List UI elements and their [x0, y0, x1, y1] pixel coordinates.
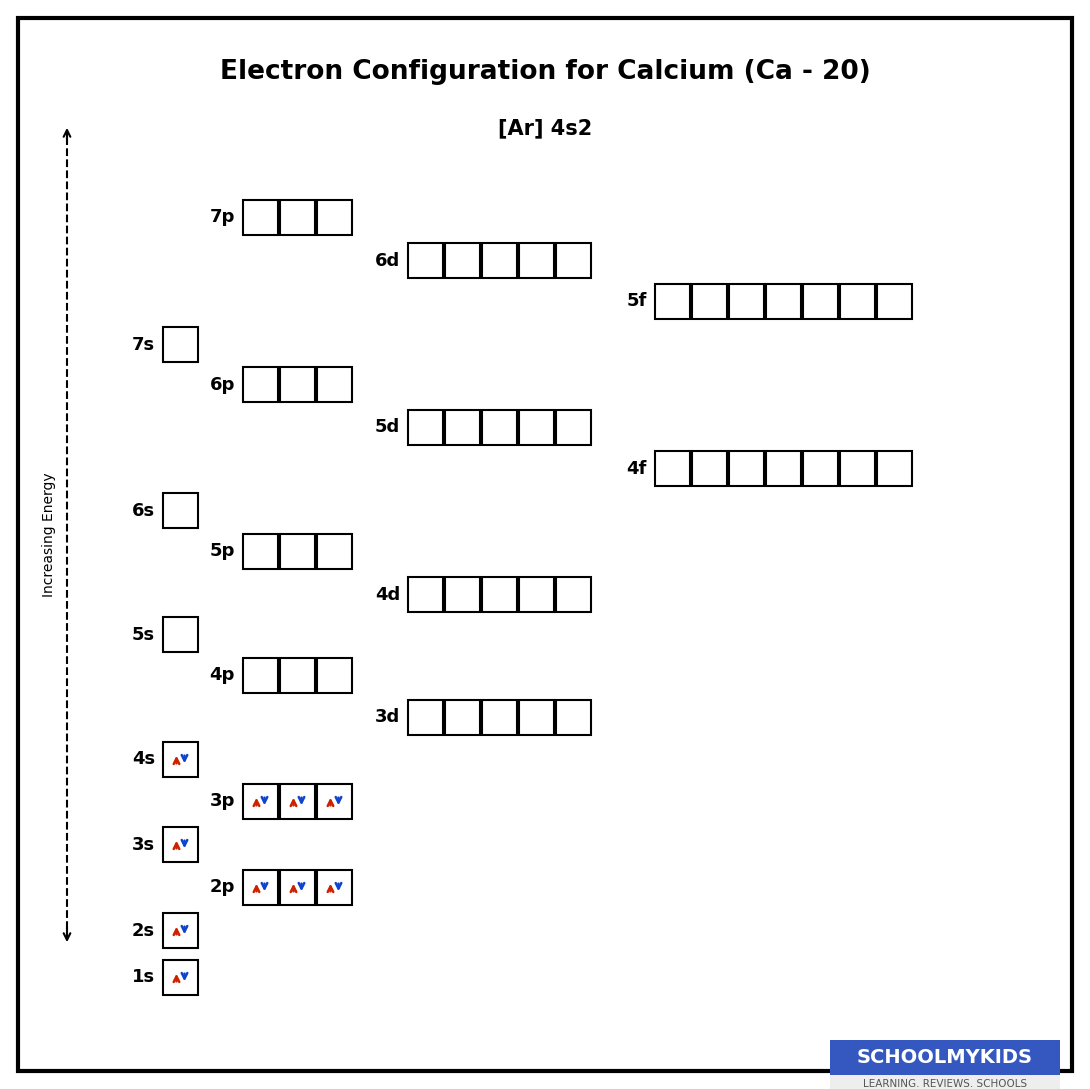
Bar — [655, 451, 690, 486]
Bar — [766, 451, 801, 486]
Text: SCHOOLMYKIDS: SCHOOLMYKIDS — [857, 1048, 1033, 1067]
Text: [Ar] 4s2: [Ar] 4s2 — [498, 118, 592, 138]
Bar — [317, 658, 352, 693]
Bar — [840, 284, 875, 319]
Text: 1s: 1s — [132, 968, 155, 987]
Bar — [280, 870, 315, 905]
Bar — [877, 284, 912, 319]
Bar — [729, 284, 764, 319]
Bar — [840, 451, 875, 486]
Bar — [408, 577, 443, 612]
Bar — [482, 409, 517, 445]
Bar — [803, 284, 838, 319]
Bar — [482, 243, 517, 278]
Bar — [164, 493, 198, 528]
Text: 7s: 7s — [132, 335, 155, 354]
Text: 6s: 6s — [132, 502, 155, 519]
Bar — [243, 784, 278, 819]
Text: 6p: 6p — [209, 376, 235, 393]
Bar — [164, 913, 198, 949]
Bar — [445, 409, 480, 445]
Bar — [280, 658, 315, 693]
Bar — [692, 284, 727, 319]
Bar — [556, 409, 591, 445]
Text: 4s: 4s — [132, 750, 155, 769]
Bar — [317, 870, 352, 905]
Bar — [408, 700, 443, 735]
Bar — [556, 700, 591, 735]
Bar — [243, 367, 278, 402]
Bar — [280, 367, 315, 402]
Bar — [408, 409, 443, 445]
Bar — [164, 617, 198, 652]
Bar — [655, 284, 690, 319]
Bar — [280, 534, 315, 568]
Bar — [729, 451, 764, 486]
Bar — [482, 700, 517, 735]
Text: 3s: 3s — [132, 835, 155, 854]
Bar — [243, 658, 278, 693]
Bar — [445, 700, 480, 735]
Bar — [692, 451, 727, 486]
Text: 5s: 5s — [132, 625, 155, 644]
Bar — [519, 409, 554, 445]
Bar — [164, 827, 198, 862]
Text: 3p: 3p — [209, 793, 235, 810]
Bar — [766, 284, 801, 319]
Bar — [445, 577, 480, 612]
Text: 5p: 5p — [209, 542, 235, 561]
Bar — [877, 451, 912, 486]
Bar — [164, 742, 198, 776]
Text: 3d: 3d — [375, 709, 400, 726]
Text: LEARNING. REVIEWS. SCHOOLS: LEARNING. REVIEWS. SCHOOLS — [863, 1079, 1027, 1089]
Bar — [243, 870, 278, 905]
Bar — [317, 784, 352, 819]
Bar — [317, 534, 352, 568]
Text: 4d: 4d — [375, 586, 400, 603]
Bar — [164, 327, 198, 362]
Bar — [280, 200, 315, 235]
Text: 4f: 4f — [627, 460, 647, 477]
Bar — [408, 243, 443, 278]
Text: Increasing Energy: Increasing Energy — [43, 473, 56, 597]
Bar — [519, 700, 554, 735]
Bar — [556, 577, 591, 612]
Bar — [519, 577, 554, 612]
Bar — [243, 534, 278, 568]
Bar — [164, 960, 198, 995]
Bar — [519, 243, 554, 278]
Text: 5d: 5d — [375, 418, 400, 437]
Bar — [803, 451, 838, 486]
Bar — [243, 200, 278, 235]
Bar — [556, 243, 591, 278]
Text: 6d: 6d — [375, 252, 400, 269]
Text: 2s: 2s — [132, 921, 155, 940]
Bar — [829, 1040, 1059, 1075]
Text: Electron Configuration for Calcium (Ca - 20): Electron Configuration for Calcium (Ca -… — [219, 59, 871, 85]
Text: 2p: 2p — [209, 879, 235, 896]
Bar — [317, 200, 352, 235]
Bar — [482, 577, 517, 612]
Text: 5f: 5f — [627, 293, 647, 310]
Bar — [829, 1075, 1059, 1089]
Bar — [280, 784, 315, 819]
Bar — [445, 243, 480, 278]
Text: 7p: 7p — [209, 208, 235, 227]
Text: 4p: 4p — [209, 666, 235, 685]
Bar — [317, 367, 352, 402]
